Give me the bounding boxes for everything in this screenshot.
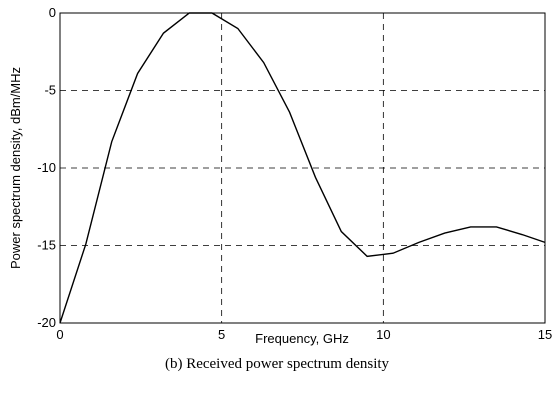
y-axis-label: Power spectrum density, dBm/MHz [8, 67, 23, 269]
y-tick-label: -10 [37, 160, 56, 175]
x-tick-label: 0 [56, 327, 63, 342]
x-tick-label: 10 [376, 327, 390, 342]
x-tick-label: 15 [538, 327, 552, 342]
y-tick-label: -15 [37, 238, 56, 253]
caption: (b) Received power spectrum density [165, 356, 390, 372]
y-tick-label: 0 [49, 5, 56, 20]
x-tick-label: 5 [218, 327, 225, 342]
x-axis-label: Frequency, GHz [255, 331, 349, 346]
data-line [59, 12, 546, 324]
plot-frame [59, 12, 546, 324]
y-tick-label: -5 [44, 83, 56, 98]
y-tick-label: -20 [37, 315, 56, 330]
